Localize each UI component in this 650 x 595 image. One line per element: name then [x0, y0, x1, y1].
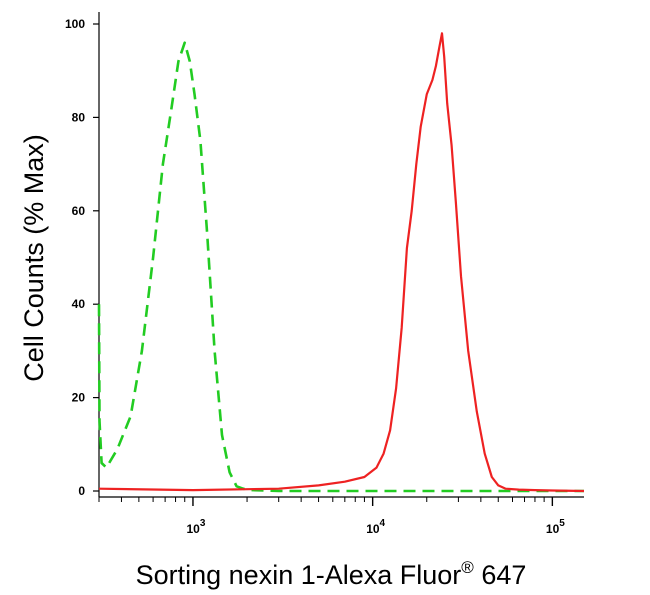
x-tick-label: 104 — [366, 518, 385, 536]
x-axis-title-superscript: ® — [461, 558, 474, 577]
y-tick-label: 0 — [78, 484, 85, 498]
x-axis-title-suffix: 647 — [474, 560, 527, 590]
y-tick-label: 60 — [72, 204, 86, 218]
control-series-line — [97, 41, 584, 493]
y-tick-label: 100 — [65, 17, 85, 31]
y-tick-label: 20 — [72, 391, 86, 405]
series-layer — [97, 32, 585, 493]
x-axis-ticks: 103 104 105 — [98, 497, 565, 536]
y-axis-title: Cell Counts (% Max) — [19, 134, 49, 382]
x-axis-title-main: Sorting nexin 1-Alexa Fluor — [136, 560, 462, 590]
x-tick-label: 103 — [186, 518, 205, 536]
sample-series-line — [98, 32, 585, 493]
y-axis-ticks: 0 20 40 60 80 100 — [65, 17, 99, 498]
y-tick-label: 80 — [72, 110, 86, 124]
x-tick-label: 105 — [546, 518, 565, 536]
x-axis-title: Sorting nexin 1-Alexa Fluor® 647 — [136, 558, 527, 590]
y-tick-label: 40 — [72, 297, 86, 311]
plot-frame — [98, 12, 584, 498]
